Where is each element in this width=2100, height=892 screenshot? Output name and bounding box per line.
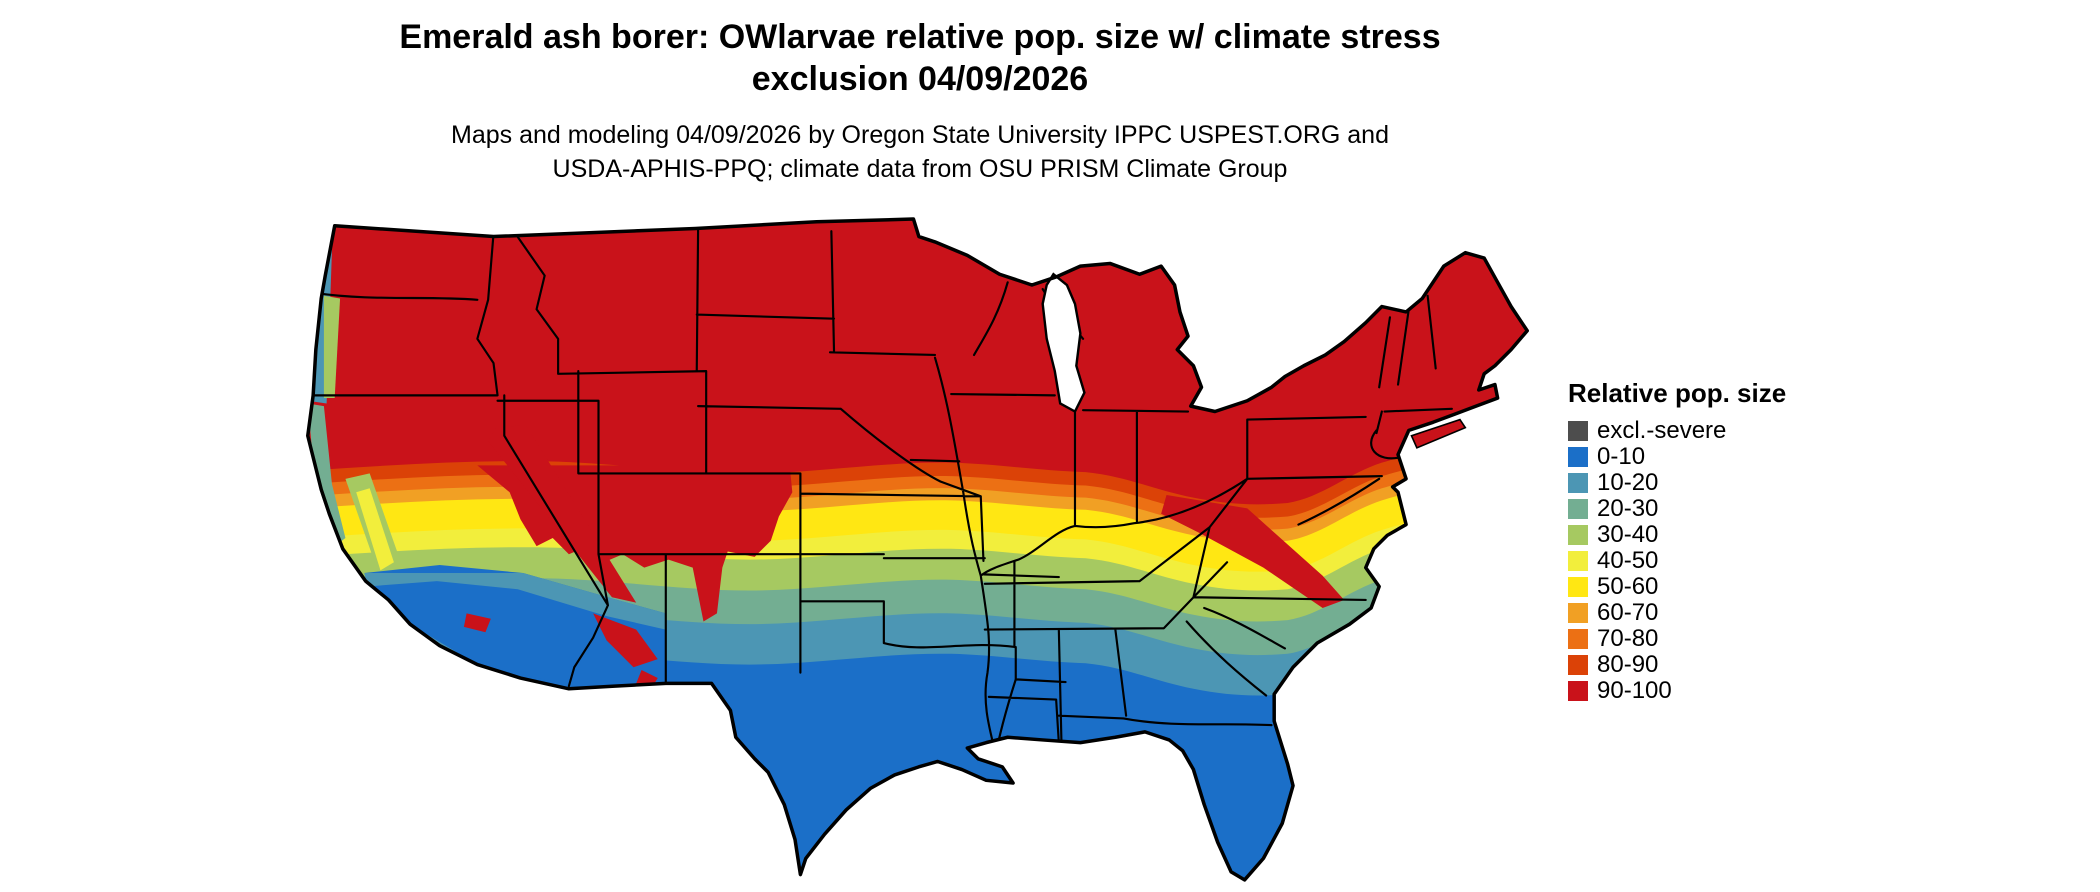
map-region-central-valley-yellow — [356, 488, 394, 571]
legend-label: excl.-severe — [1597, 417, 1727, 444]
map-region-nw-coast-green — [323, 295, 341, 399]
legend-item: 20-30 — [1568, 496, 1786, 522]
legend-swatch — [1568, 525, 1588, 545]
lake-michigan-shape — [1041, 272, 1086, 414]
legend-label: 40-50 — [1597, 547, 1659, 574]
legend-item: 60-70 — [1568, 600, 1786, 626]
legend-swatch — [1568, 681, 1588, 701]
legend-label: 30-40 — [1597, 521, 1659, 548]
map-region-nca-coast-teal — [307, 403, 346, 547]
legend-label: 70-80 — [1597, 625, 1659, 652]
legend-item: 10-20 — [1568, 470, 1786, 496]
legend-swatch — [1568, 421, 1588, 441]
legend-item: 90-100 — [1568, 678, 1786, 704]
legend-item: 0-10 — [1568, 444, 1786, 470]
title-line-1: Emerald ash borer: OWlarvae relative pop… — [399, 18, 1441, 56]
legend-label: 50-60 — [1597, 573, 1659, 600]
legend-item: 40-50 — [1568, 548, 1786, 574]
legend-label: 20-30 — [1597, 495, 1659, 522]
legend-label: 0-10 — [1597, 443, 1646, 470]
legend-item: 80-90 — [1568, 652, 1786, 678]
us-outline — [306, 217, 1529, 882]
legend-swatch — [1568, 551, 1588, 571]
map-region-appalachian-red — [1161, 494, 1345, 609]
legend-item: 30-40 — [1568, 522, 1786, 548]
legend-swatch — [1568, 499, 1588, 519]
legend-swatch — [1568, 629, 1588, 649]
legend-item: 70-80 — [1568, 626, 1786, 652]
legend-label: 60-70 — [1597, 599, 1659, 626]
legend-swatch — [1568, 473, 1588, 493]
legend-swatch — [1568, 603, 1588, 623]
long-island-shape — [1410, 418, 1467, 449]
legend-title: Relative pop. size — [1568, 378, 1787, 408]
legend-label: 90-100 — [1597, 677, 1672, 704]
map-region-socal-mountains-red — [463, 613, 491, 633]
legend-swatch — [1568, 577, 1588, 597]
us-map-image — [305, 215, 1530, 888]
subtitle-line-2: USDA-APHIS-PPQ; climate data from OSU PR… — [552, 155, 1288, 183]
legend-label: 80-90 — [1597, 651, 1659, 678]
map-subtitle: Maps and modeling 04/09/2026 by Oregon S… — [0, 118, 1840, 186]
map-legend: Relative pop. size excl.-severe 0-10 10-… — [1568, 378, 1786, 704]
map-title: Emerald ash borer: OWlarvae relative pop… — [0, 16, 1840, 100]
map-region-az-mountains-red-1 — [593, 613, 658, 668]
us-map-svg — [306, 217, 1529, 882]
subtitle-line-1: Maps and modeling 04/09/2026 by Oregon S… — [451, 121, 1389, 149]
legend-swatch — [1568, 655, 1588, 675]
legend-label: 10-20 — [1597, 469, 1659, 496]
legend-item: 50-60 — [1568, 574, 1786, 600]
legend-swatch — [1568, 447, 1588, 467]
title-line-2: exclusion 04/09/2026 — [751, 60, 1089, 98]
legend-item: excl.-severe — [1568, 418, 1786, 444]
